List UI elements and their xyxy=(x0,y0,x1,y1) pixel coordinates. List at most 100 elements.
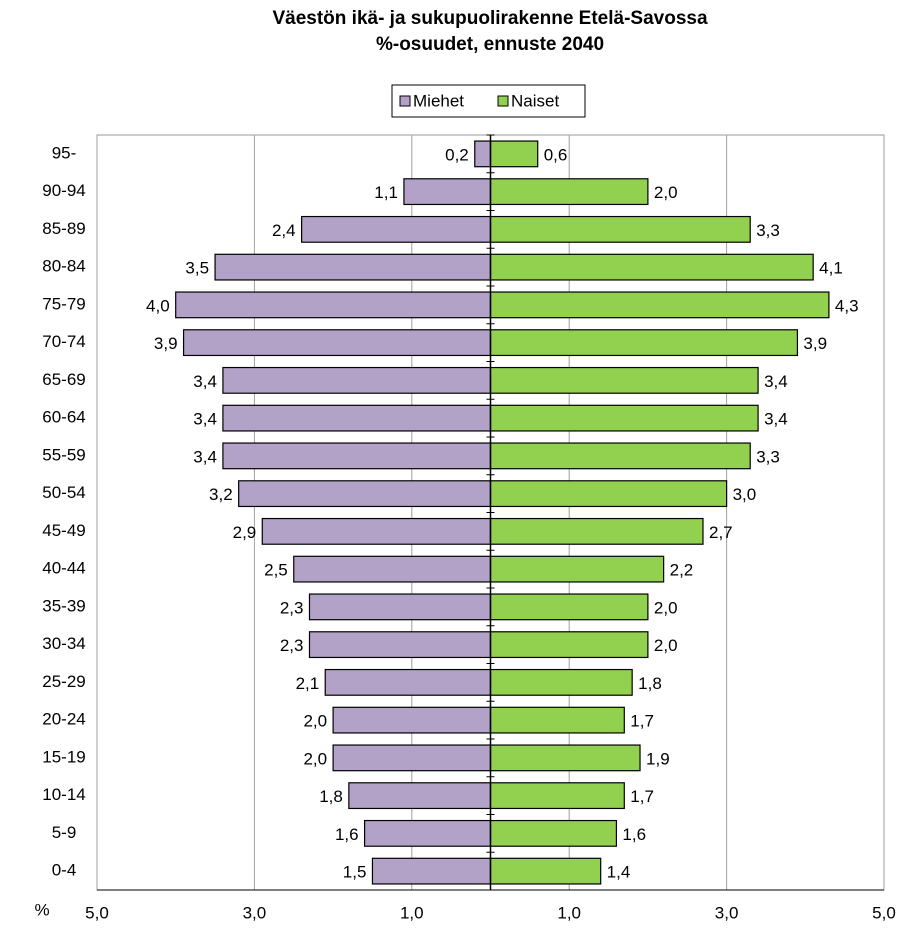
y-tick-label: 85-89 xyxy=(42,219,85,238)
value-label: 1,8 xyxy=(638,674,662,693)
bar xyxy=(348,782,492,810)
bar xyxy=(175,291,492,319)
bar xyxy=(182,329,492,357)
value-label: 3,2 xyxy=(209,485,233,504)
value-label: 2,0 xyxy=(303,749,327,768)
bar xyxy=(238,480,492,508)
value-label: 2,2 xyxy=(670,561,694,580)
bar xyxy=(489,631,649,659)
bar xyxy=(489,178,649,206)
bar xyxy=(489,366,759,394)
bar xyxy=(261,517,492,545)
legend-label: Miehet xyxy=(413,91,464,110)
value-label: 2,5 xyxy=(264,561,288,580)
bar xyxy=(489,819,618,847)
bar xyxy=(489,442,751,470)
value-label: 1,9 xyxy=(646,749,670,768)
bar xyxy=(489,555,665,583)
value-label: 1,4 xyxy=(607,863,631,882)
x-tick-label: 3,0 xyxy=(715,903,739,922)
value-label: 4,1 xyxy=(819,259,843,278)
value-label: 3,4 xyxy=(764,372,788,391)
y-tick-label: 50-54 xyxy=(42,483,85,502)
value-label: 2,4 xyxy=(272,221,296,240)
value-label: 2,7 xyxy=(709,523,733,542)
value-label: 1,6 xyxy=(335,825,359,844)
bar xyxy=(489,517,704,545)
bar xyxy=(489,480,728,508)
y-tick-label: 10-14 xyxy=(42,785,85,804)
value-label: 3,9 xyxy=(154,334,178,353)
y-tick-label: 25-29 xyxy=(42,672,85,691)
value-label: 0,6 xyxy=(544,145,568,164)
bar xyxy=(222,404,492,432)
bar xyxy=(489,329,799,357)
value-label: 3,4 xyxy=(193,410,217,429)
y-tick-label: 5-9 xyxy=(52,823,77,842)
value-label: 1,6 xyxy=(622,825,646,844)
legend-swatch xyxy=(497,95,509,107)
y-tick-label: 15-19 xyxy=(42,747,85,766)
legend-swatch xyxy=(399,95,411,107)
y-tick-label: 90-94 xyxy=(42,181,85,200)
x-tick-label: 3,0 xyxy=(243,903,267,922)
bar xyxy=(489,140,539,168)
value-label: 2,0 xyxy=(303,712,327,731)
chart-title: Väestön ikä- ja sukupuolirakenne Etelä-S… xyxy=(272,8,707,29)
x-tick-label: 1,0 xyxy=(400,903,424,922)
bar xyxy=(403,178,492,206)
bar xyxy=(214,253,492,281)
value-label: 1,8 xyxy=(319,787,343,806)
bar xyxy=(363,819,492,847)
bar xyxy=(332,744,492,772)
value-label: 2,0 xyxy=(654,598,678,617)
bar xyxy=(301,215,492,243)
bar xyxy=(222,442,492,470)
y-tick-label: 35-39 xyxy=(42,596,85,615)
value-label: 2,1 xyxy=(296,674,320,693)
value-label: 3,0 xyxy=(733,485,757,504)
value-label: 2,9 xyxy=(233,523,257,542)
bar xyxy=(489,857,602,885)
legend-label: Naiset xyxy=(511,91,559,110)
bar xyxy=(489,706,625,734)
y-tick-label: 20-24 xyxy=(42,710,85,729)
value-label: 0,2 xyxy=(445,145,469,164)
y-tick-label: 95- xyxy=(52,143,77,162)
bar xyxy=(324,668,492,696)
bar xyxy=(222,366,492,394)
bar xyxy=(332,706,492,734)
x-tick-label: 1,0 xyxy=(557,903,581,922)
y-tick-label: 40-44 xyxy=(42,559,85,578)
legend-box xyxy=(391,84,586,118)
value-label: 2,0 xyxy=(654,636,678,655)
y-tick-label: 45-49 xyxy=(42,521,85,540)
value-label: 2,3 xyxy=(280,636,304,655)
bar xyxy=(489,782,625,810)
value-label: 1,7 xyxy=(630,712,654,731)
bar xyxy=(474,140,492,168)
y-tick-label: 65-69 xyxy=(42,370,85,389)
bar xyxy=(308,631,492,659)
bar xyxy=(489,291,830,319)
y-tick-label: 60-64 xyxy=(42,408,85,427)
y-tick-label: 55-59 xyxy=(42,445,85,464)
value-label: 3,5 xyxy=(185,259,209,278)
value-label: 4,3 xyxy=(835,296,859,315)
x-tick-label: 5,0 xyxy=(85,903,109,922)
bar xyxy=(489,215,751,243)
bar xyxy=(308,593,492,621)
chart-subtitle: %-osuudet, ennuste 2040 xyxy=(376,34,604,55)
bar xyxy=(489,593,649,621)
y-tick-label: 0-4 xyxy=(52,861,77,880)
value-label: 3,4 xyxy=(764,410,788,429)
y-tick-label: 75-79 xyxy=(42,294,85,313)
value-label: 1,7 xyxy=(630,787,654,806)
value-label: 1,1 xyxy=(374,183,398,202)
y-tick-label: 30-34 xyxy=(42,634,85,653)
y-tick-label: 80-84 xyxy=(42,257,85,276)
bar xyxy=(489,668,633,696)
value-label: 3,4 xyxy=(193,372,217,391)
bar xyxy=(489,253,814,281)
